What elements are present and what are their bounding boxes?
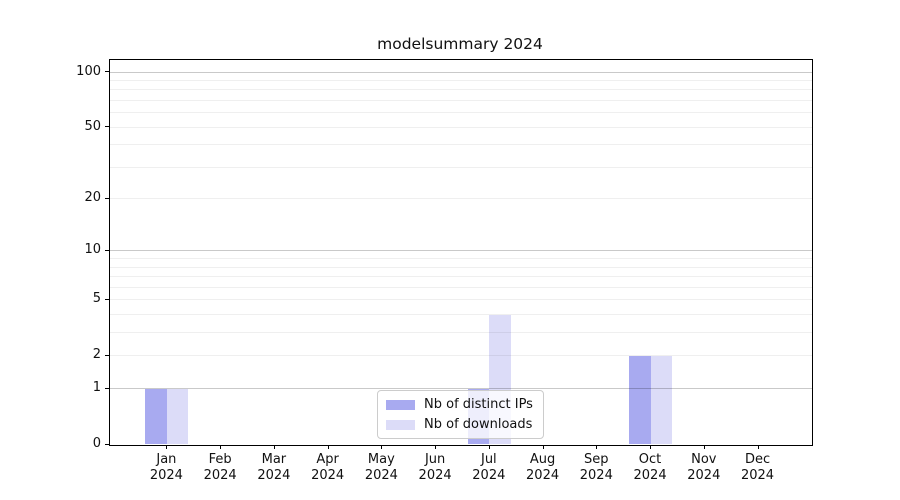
x-tick — [703, 445, 705, 449]
y-tick-label-1: 1 — [92, 380, 101, 396]
x-tick — [166, 445, 168, 449]
minor-gridline — [110, 258, 812, 260]
y-tick-label-2: 2 — [92, 347, 101, 363]
y-tick — [105, 443, 109, 445]
minor-gridline — [110, 166, 812, 168]
minor-gridline — [110, 89, 812, 91]
y-tick — [105, 197, 109, 199]
major-gridline — [110, 388, 812, 390]
y-tick — [105, 249, 109, 251]
x-tick — [327, 445, 329, 449]
minor-gridline — [110, 332, 812, 334]
y-tick-label-100: 100 — [76, 63, 101, 79]
bar-jan-downloads — [166, 388, 189, 445]
x-tick-label-aug: Aug 2024 — [526, 452, 560, 483]
chart-title: modelsummary 2024 — [377, 35, 543, 53]
legend-item-downloads: Nb of downloads — [386, 416, 533, 433]
minor-gridline — [110, 286, 812, 288]
y-tick — [105, 354, 109, 356]
x-tick-label-apr: Apr 2024 — [311, 452, 345, 483]
legend: Nb of distinct IPs Nb of downloads — [377, 390, 544, 439]
minor-gridline — [110, 266, 812, 268]
minor-gridline — [110, 314, 812, 316]
minor-gridline — [110, 126, 812, 128]
x-tick — [757, 445, 759, 449]
bar-jan-distinct-ips — [145, 388, 167, 445]
y-tick — [105, 126, 109, 128]
y-tick-label-5: 5 — [92, 291, 101, 307]
x-tick-label-jul: Jul 2024 — [472, 452, 506, 483]
x-tick — [542, 445, 544, 449]
x-tick — [435, 445, 437, 449]
x-tick-label-jan: Jan 2024 — [149, 452, 183, 483]
y-tick — [105, 298, 109, 300]
x-tick — [488, 445, 490, 449]
minor-gridline — [110, 355, 812, 357]
major-gridline — [110, 250, 812, 252]
minor-gridline — [110, 112, 812, 114]
minor-gridline — [110, 144, 812, 146]
y-tick-label-20: 20 — [84, 190, 101, 206]
x-tick — [273, 445, 275, 449]
x-tick-label-sep: Sep 2024 — [579, 452, 613, 483]
y-tick — [105, 387, 109, 389]
minor-gridline — [110, 276, 812, 278]
legend-label-downloads: Nb of downloads — [424, 417, 533, 432]
minor-gridline — [110, 299, 812, 301]
x-tick-label-mar: Mar 2024 — [257, 452, 291, 483]
x-tick — [596, 445, 598, 449]
x-tick-label-may: May 2024 — [364, 452, 398, 483]
y-tick-label-50: 50 — [84, 118, 101, 134]
x-tick-label-nov: Nov 2024 — [687, 452, 721, 483]
legend-swatch-downloads — [386, 419, 415, 430]
minor-gridline — [110, 79, 812, 81]
minor-gridline — [110, 198, 812, 200]
legend-swatch-distinct-ips — [386, 399, 415, 410]
y-tick-label-0: 0 — [92, 436, 101, 451]
x-tick-label-oct: Oct 2024 — [633, 452, 667, 483]
x-tick — [381, 445, 383, 449]
minor-gridline — [110, 100, 812, 101]
y-tick-label-10: 10 — [84, 242, 101, 258]
x-tick-label-feb: Feb 2024 — [203, 452, 237, 483]
bar-oct-distinct-ips — [629, 355, 651, 445]
x-tick-label-jun: Jun 2024 — [418, 452, 452, 483]
legend-label-distinct-ips: Nb of distinct IPs — [424, 397, 533, 412]
y-tick — [105, 71, 109, 73]
major-gridline — [110, 71, 812, 73]
bar-oct-downloads — [650, 355, 673, 445]
grid-layer — [110, 60, 812, 445]
x-tick — [650, 445, 652, 449]
x-tick — [220, 445, 222, 449]
legend-item-distinct-ips: Nb of distinct IPs — [386, 396, 533, 413]
x-tick-label-dec: Dec 2024 — [740, 452, 775, 483]
